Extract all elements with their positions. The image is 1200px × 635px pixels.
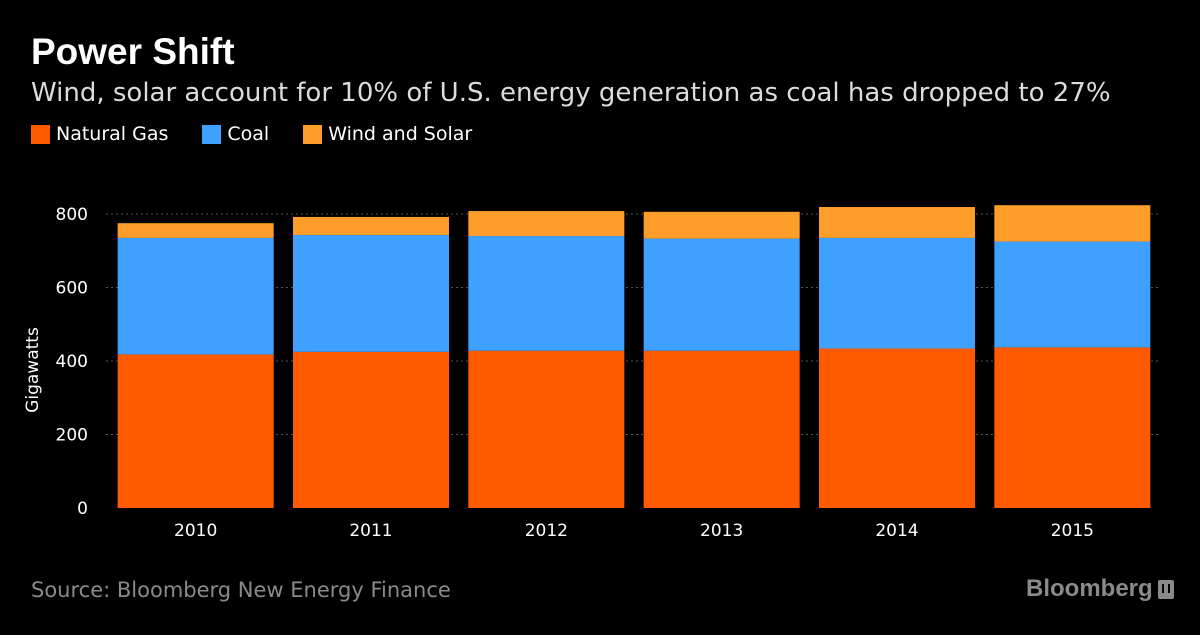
chart-subtitle: Wind, solar account for 10% of U.S. ener… (31, 78, 1111, 108)
legend-label-coal: Coal (227, 123, 270, 145)
bar-wind-and-solar-2015 (994, 205, 1151, 242)
x-tick-label: 2014 (875, 521, 918, 541)
legend: Natural Gas Coal Wind and Solar (31, 123, 506, 145)
x-tick-label: 2012 (525, 521, 568, 541)
x-tick-label: 2015 (1051, 521, 1094, 541)
bar-coal-2012 (468, 236, 625, 351)
bloomberg-logo: Bloomberg (1026, 575, 1174, 603)
bloomberg-mark-icon (1157, 579, 1174, 599)
bar-wind-and-solar-2011 (293, 216, 449, 235)
y-tick-label: 600 (56, 279, 88, 299)
bar-coal-2014 (819, 237, 975, 349)
bar-natural-gas-2011 (293, 351, 449, 508)
bar-wind-and-solar-2012 (468, 211, 625, 237)
bar-coal-2013 (643, 238, 800, 351)
bar-coal-2010 (117, 237, 274, 355)
legend-item-coal: Coal (202, 123, 269, 145)
legend-swatch-wind-solar (303, 124, 323, 144)
bar-natural-gas-2015 (994, 347, 1151, 508)
bar-natural-gas-2013 (643, 350, 800, 508)
bar-wind-and-solar-2010 (117, 223, 274, 238)
x-tick-label: 2011 (349, 521, 392, 541)
bar-wind-and-solar-2013 (643, 211, 800, 239)
legend-swatch-natural-gas (31, 124, 50, 144)
bar-natural-gas-2010 (117, 354, 274, 508)
x-tick-label: 2013 (700, 521, 743, 541)
legend-item-wind-solar: Wind and Solar (303, 123, 472, 145)
y-tick-label: 200 (56, 426, 88, 446)
bar-natural-gas-2012 (468, 350, 625, 508)
legend-item-natural-gas: Natural Gas (31, 123, 168, 145)
y-axis-label: Gigawatts (23, 327, 43, 413)
bar-coal-2015 (994, 241, 1151, 348)
x-tick-label: 2010 (174, 521, 217, 541)
y-tick-label: 0 (77, 499, 88, 519)
brand-wordmark: Bloomberg (1026, 575, 1153, 602)
source-note: Source: Bloomberg New Energy Finance (31, 578, 451, 602)
y-tick-label: 800 (56, 205, 88, 225)
chart-title: Power Shift (31, 31, 235, 72)
legend-swatch-coal (202, 124, 222, 144)
bar-natural-gas-2014 (819, 348, 975, 508)
y-tick-label: 400 (56, 352, 88, 372)
legend-label-natural-gas: Natural Gas (56, 123, 169, 145)
bar-wind-and-solar-2014 (819, 207, 975, 238)
bar-coal-2011 (293, 234, 449, 352)
legend-label-wind-solar: Wind and Solar (328, 123, 473, 145)
